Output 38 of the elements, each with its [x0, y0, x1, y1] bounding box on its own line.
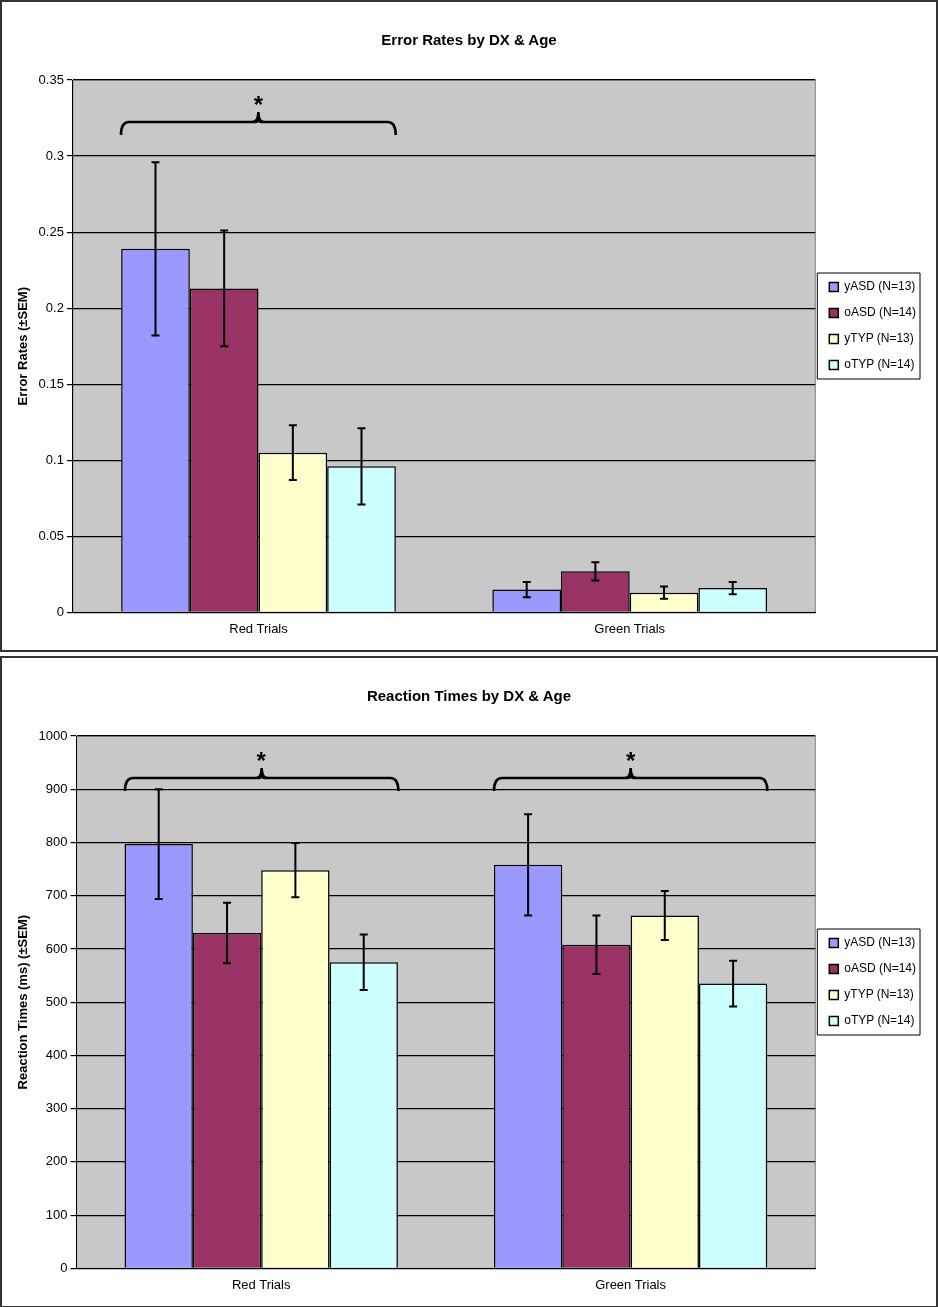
y-tick-label: 0.15 — [38, 375, 64, 391]
y-tick-label: 500 — [45, 993, 68, 1009]
legend-label: oTYP (N=14) — [844, 1013, 915, 1028]
legend-label: yASD (N=13) — [844, 935, 916, 950]
y-tick-label: 0.2 — [45, 299, 64, 315]
y-tick-label: 0 — [56, 603, 64, 619]
y-tick-label: 200 — [45, 1153, 68, 1169]
legend-label: yTYP (N=13) — [844, 987, 914, 1002]
y-axis-title: Error Rates (±SEM) — [15, 287, 31, 406]
y-tick-label: 0.3 — [45, 147, 64, 163]
y-tick-label: 300 — [45, 1100, 68, 1116]
legend-label: yTYP (N=13) — [844, 331, 914, 346]
x-tick-label: Red Trials — [229, 620, 289, 636]
legend-label: oASD (N=14) — [844, 305, 917, 320]
y-tick-label: 0.1 — [45, 451, 64, 467]
y-tick-label: 0.35 — [38, 71, 64, 87]
legend-label: yASD (N=13) — [844, 279, 916, 294]
x-tick-label: Red Trials — [231, 1276, 291, 1292]
y-tick-label: 800 — [45, 834, 68, 850]
y-tick-label: 100 — [45, 1206, 68, 1222]
y-tick-label: 400 — [45, 1047, 68, 1063]
legend-label: oASD (N=14) — [844, 961, 917, 976]
annotation: * — [625, 746, 636, 774]
y-tick-label: 0.25 — [38, 223, 64, 239]
y-tick-label: 700 — [45, 887, 68, 903]
y-tick-label: 0.05 — [38, 527, 64, 543]
y-tick-label: 0 — [60, 1259, 68, 1275]
legend-label: oTYP (N=14) — [844, 357, 915, 372]
chart-title: Error Rates by DX & Age — [381, 31, 557, 49]
y-axis-title: Reaction Times (ms) (±SEM) — [15, 914, 31, 1090]
x-tick-label: Green Trials — [594, 620, 666, 636]
y-tick-label: 900 — [45, 780, 68, 796]
x-tick-label: Green Trials — [595, 1276, 667, 1292]
y-tick-label: 600 — [45, 940, 68, 956]
chart-title: Reaction Times by DX & Age — [366, 687, 572, 705]
annotation: * — [253, 90, 264, 118]
y-tick-label: 1000 — [38, 727, 68, 743]
annotation: * — [256, 746, 267, 774]
